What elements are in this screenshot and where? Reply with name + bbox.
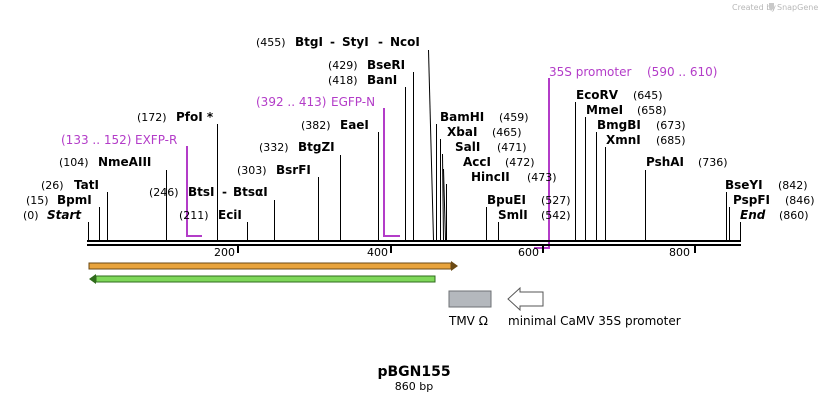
primer-marks [186, 78, 550, 249]
primer-egfp-n-name[interactable]: EGFP-N [331, 95, 375, 109]
site-acci-name[interactable]: AccI [463, 155, 491, 169]
site-line-sali [442, 153, 444, 241]
site-ncoi-name[interactable]: NcoI [390, 35, 420, 49]
site-btgzi-pos: (332) [259, 141, 289, 154]
site-ecorv-pos: (645) [633, 89, 663, 102]
site-tati-pos: (26) [41, 179, 64, 192]
site-xbai-pos: (465) [492, 126, 522, 139]
site-end-pos: (860) [779, 209, 809, 222]
site-btgi-sep1: - [330, 35, 335, 49]
feature-green-arrow[interactable] [89, 274, 436, 284]
site-pshai-pos: (736) [698, 156, 728, 169]
site-bamhi-name[interactable]: BamHI [440, 110, 484, 124]
legend-camv-label: minimal CaMV 35S promoter [508, 314, 681, 328]
snapgene-logo-icon [769, 3, 774, 11]
primer-egfp-n-range: (392 .. 413) [256, 95, 326, 109]
site-btgzi-name[interactable]: BtgZI [298, 140, 335, 154]
primer-egfp-n-arrow[interactable] [383, 108, 400, 237]
site-smli-pos: (542) [541, 209, 571, 222]
site-bseyi-pos: (842) [778, 179, 808, 192]
ruler-label-600: 600 [518, 246, 539, 259]
site-acci-pos: (472) [505, 156, 535, 169]
site-bani-pos: (418) [328, 74, 358, 87]
site-bseyi-name[interactable]: BseYI [725, 178, 763, 192]
site-btsi-name[interactable]: BtsI [188, 185, 215, 199]
site-nmeaiii-name[interactable]: NmeAIII [98, 155, 151, 169]
site-bpmi-pos: (15) [26, 194, 49, 207]
site-styi-name[interactable]: StyI [342, 35, 369, 49]
site-bpmi-name[interactable]: BpmI [57, 193, 92, 207]
site-btgi-pos: (455) [256, 36, 286, 49]
site-eci-name[interactable]: EciI [218, 208, 242, 222]
site-sali-pos: (471) [497, 141, 527, 154]
site-bani-name[interactable]: BanI [367, 73, 397, 87]
primer-35s-name[interactable]: 35S promoter [549, 65, 631, 79]
site-mmei-pos: (658) [637, 104, 667, 117]
ruler-label-400: 400 [367, 246, 388, 259]
site-bseri-pos: (429) [328, 59, 358, 72]
legend-tmv-swatch [448, 290, 492, 308]
site-eaei-name[interactable]: EaeI [340, 118, 369, 132]
site-pspfi-pos: (846) [785, 194, 815, 207]
site-bpuei-pos: (527) [541, 194, 571, 207]
site-start-pos: (0) [23, 209, 39, 222]
site-pspfi-name[interactable]: PspFI [733, 193, 770, 207]
site-pfoi-name[interactable]: PfoI * [176, 110, 214, 124]
site-line-acci [443, 168, 446, 241]
feature-orange-arrow[interactable] [88, 261, 458, 271]
site-hincii-pos: (473) [527, 171, 557, 184]
site-bamhi-pos: (459) [499, 111, 529, 124]
watermark-brand: SnapGene [777, 3, 818, 12]
ruler-label-800: 800 [669, 246, 690, 259]
site-tati-name[interactable]: TatI [74, 178, 99, 192]
legend-camv-arrow-icon [507, 286, 544, 312]
site-sali-name[interactable]: SalI [455, 140, 480, 154]
plasmid-name: pBGN155 [377, 364, 450, 380]
site-pfoi-pos: (172) [137, 111, 167, 124]
site-eci-pos: (211) [179, 209, 209, 222]
primer-35s-range: (590 .. 610) [647, 65, 717, 79]
site-end-name[interactable]: End [740, 208, 766, 222]
site-btgi-sep2: - [378, 35, 383, 49]
site-btsi-sep: - [222, 185, 227, 199]
site-smli-name[interactable]: SmlI [498, 208, 528, 222]
site-bseri-name[interactable]: BseRI [367, 58, 405, 72]
site-eaei-pos: (382) [301, 119, 331, 132]
site-xbai-name[interactable]: XbaI [447, 125, 477, 139]
site-bpuei-name[interactable]: BpuEI [487, 193, 526, 207]
primer-exfp-r-arrow[interactable] [186, 146, 202, 237]
site-btgi-name[interactable]: BtgI [295, 35, 323, 49]
plasmid-length: 860 bp [395, 380, 433, 393]
site-hincii-name[interactable]: HincII [471, 170, 510, 184]
site-btsi-pos: (246) [149, 186, 179, 199]
sequence-backbone [87, 240, 741, 246]
primer-exfp-r-name[interactable]: EXFP-R [135, 133, 177, 147]
site-xmni-name[interactable]: XmnI [606, 133, 641, 147]
site-bsrfi-name[interactable]: BsrFI [276, 163, 311, 177]
primer-35s-arrow[interactable] [534, 78, 550, 249]
site-mmei-name[interactable]: MmeI [586, 103, 623, 117]
site-nmeaiii-pos: (104) [59, 156, 89, 169]
watermark-created-by: Created by [732, 3, 776, 12]
site-bsrfi-pos: (303) [237, 164, 267, 177]
ruler [237, 246, 696, 253]
site-ecorv-name[interactable]: EcoRV [576, 88, 619, 102]
site-lines [88, 49, 741, 241]
site-start-name[interactable]: Start [47, 208, 82, 222]
primer-exfp-r-range: (133 .. 152) [61, 133, 131, 147]
site-bmgbi-pos: (673) [656, 119, 686, 132]
ruler-label-200: 200 [214, 246, 235, 259]
legend-tmv-label: TMV Ω [448, 314, 488, 328]
site-btsai-name[interactable]: BtsαI [233, 185, 268, 199]
site-xmni-pos: (685) [656, 134, 686, 147]
site-pshai-name[interactable]: PshAI [646, 155, 684, 169]
site-bmgbi-name[interactable]: BmgBI [597, 118, 641, 132]
site-line-btgi [428, 49, 434, 241]
